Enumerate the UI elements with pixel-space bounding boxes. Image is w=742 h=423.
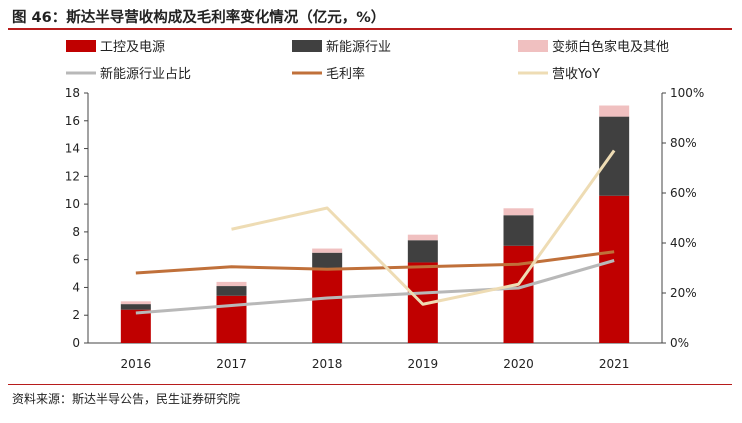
bar-segment [503,245,534,343]
chart-title: 图 46：斯达半导营收构成及毛利率变化情况（亿元，%） [12,10,386,26]
bar-segment [407,240,438,263]
right-tick-label: 40% [670,236,697,250]
legend-label: 新能源行业 [326,39,391,55]
x-tick-label: 2021 [599,357,630,371]
tick-labels: 0 2 4 6 8 10 12 14 16 18 0% 20% 40% 60% 80% 100% 2016 201… [65,86,705,371]
bar-segment [120,304,151,310]
series-line [135,259,615,315]
source-note: 资料来源：斯达半导公告，民生证券研究院 [12,392,241,406]
x-tick-label: 2019 [408,357,439,371]
x-tick-label: 2020 [503,357,534,371]
left-tick-label: 4 [72,280,80,294]
bar-segment [599,116,630,196]
legend-swatch [292,40,322,52]
left-tick-label: 0 [72,336,80,350]
source-divider [8,384,732,385]
left-tick-label: 6 [72,253,80,267]
right-tick-label: 0% [670,336,689,350]
left-tick-label: 12 [65,169,80,183]
bar-segment [216,286,247,296]
series-line [231,149,616,306]
left-tick-label: 16 [65,114,80,128]
bar-segment [312,252,343,268]
right-tick-label: 60% [670,186,697,200]
legend-label: 新能源行业占比 [100,66,191,82]
left-tick-label: 2 [72,308,80,322]
axes [84,92,666,344]
x-tick-label: 2016 [121,357,152,371]
legend-label: 工控及电源 [100,40,165,55]
bar-segment [407,234,438,241]
bar-segment [120,301,151,305]
right-tick-label: 80% [670,136,697,150]
bar-segment [312,268,343,343]
legend-swatch [518,40,548,52]
left-tick-label: 8 [72,225,80,239]
left-tick-label: 14 [65,142,80,156]
right-tick-label: 20% [670,286,697,300]
left-tick-label: 18 [65,86,80,100]
legend-label: 毛利率 [326,66,365,82]
right-tick-label: 100% [670,86,704,100]
bar-segment [120,309,151,343]
lines [135,149,616,315]
x-tick-label: 2018 [312,357,343,371]
legend-label: 营收YoY [552,67,600,82]
bar-segment [503,208,534,216]
bar-segment [216,281,247,287]
bar-segment [599,195,630,343]
title-divider [8,28,732,30]
bar-segment [503,215,534,246]
legend-label: 变频白色家电及其他 [552,39,669,55]
legend-swatch [66,40,96,52]
x-tick-label: 2017 [216,357,247,371]
bar-segment [312,248,343,253]
left-tick-label: 10 [65,197,80,211]
bar-segment [599,105,630,117]
bar-segment [216,295,247,343]
